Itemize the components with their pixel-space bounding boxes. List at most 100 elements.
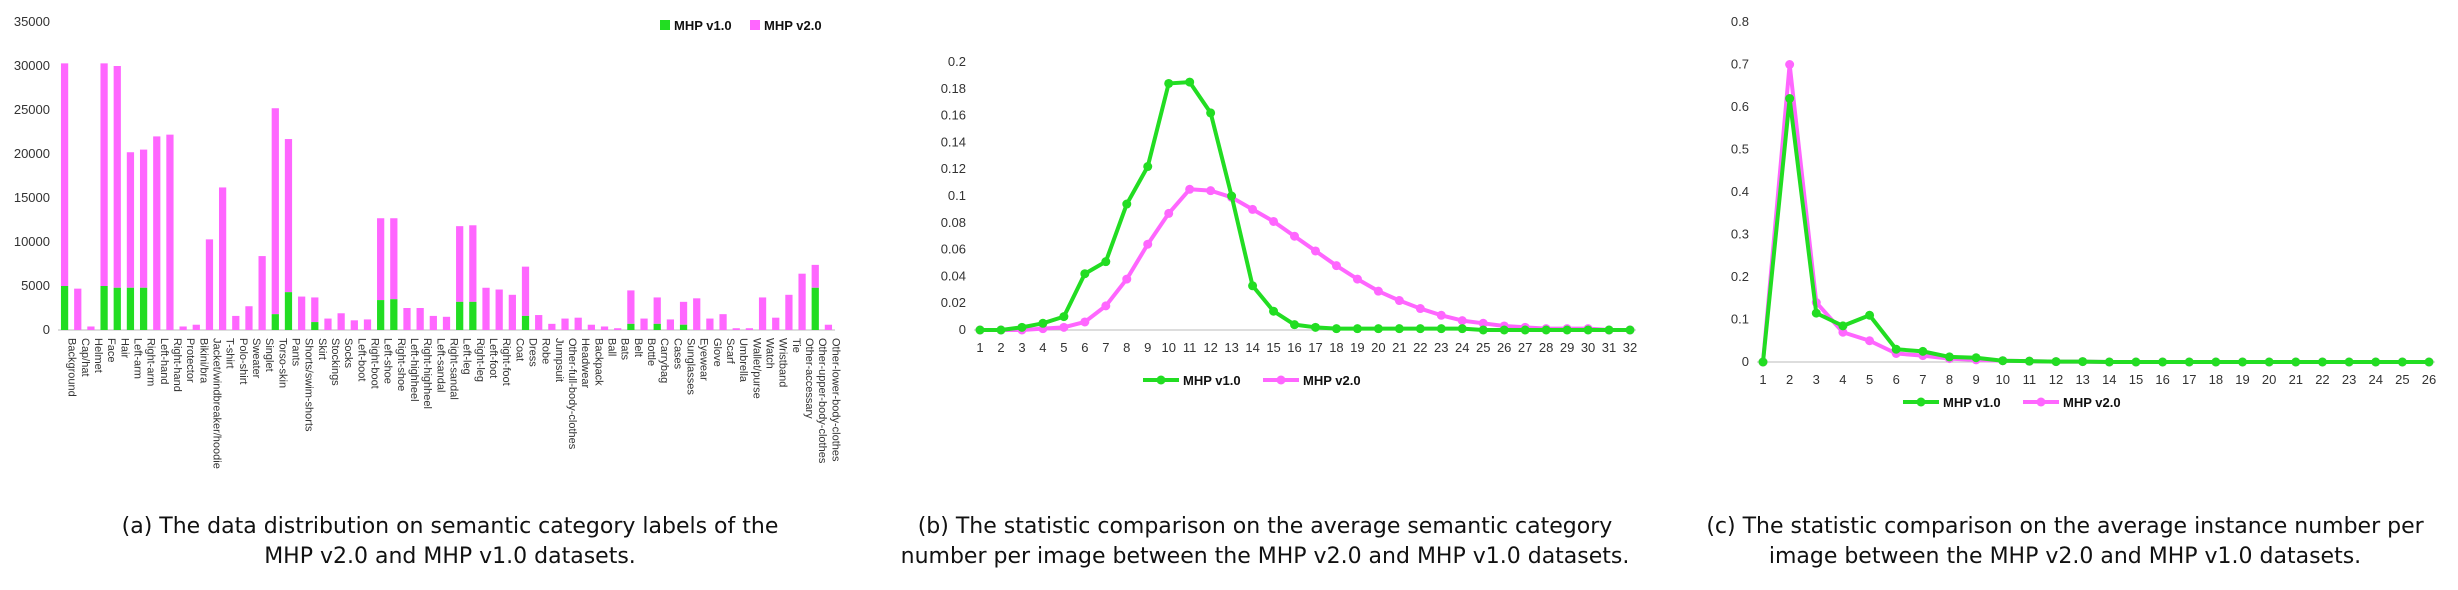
y-tick-label: 30000	[14, 58, 50, 73]
x-tick-label: Right-arm	[145, 338, 157, 386]
bar-mhp-v2	[640, 318, 648, 330]
bar-mhp-v2	[258, 256, 266, 330]
bar-mhp-v1	[521, 315, 530, 330]
data-point-mhp-v1	[2104, 357, 2114, 367]
bar-mhp-v2	[113, 66, 121, 288]
y-tick-label: 0.5	[1731, 142, 1749, 157]
bar-mhp-v2	[126, 152, 135, 288]
bar-mhp-v2	[548, 323, 556, 330]
x-tick-label: Bottle	[645, 338, 657, 366]
bar-mhp-v2	[719, 314, 727, 330]
x-tick-label: Other-full-body-clothes	[566, 338, 578, 450]
x-tick-label: 23	[2342, 372, 2356, 387]
x-tick-label: Singlet	[263, 338, 275, 372]
x-tick-label: 21	[1392, 340, 1406, 355]
data-point-mhp-v2	[1206, 186, 1216, 196]
y-tick-label: 0.4	[1731, 184, 1749, 199]
chart-panel-a: 0 5000 10000 15000 20000 25000 30000 35000 Backg…	[0, 0, 860, 590]
bar-mhp-v2	[271, 108, 279, 315]
x-tick-label: 17	[2182, 372, 2196, 387]
x-tick-label: 26	[2422, 372, 2436, 387]
x-tick-label: 26	[1497, 340, 1511, 355]
x-tick-label: Backpack	[592, 338, 604, 386]
bar-mhp-v2	[706, 318, 714, 330]
data-point-mhp-v1	[1394, 324, 1404, 334]
data-point-mhp-v1	[1290, 320, 1300, 330]
y-tick-label: 15000	[14, 190, 50, 205]
data-point-mhp-v1	[1122, 199, 1132, 209]
data-point-mhp-v1	[1310, 322, 1320, 332]
x-tick-label: 27	[1518, 340, 1532, 355]
x-tick-label: Right-foot	[500, 338, 512, 386]
data-point-mhp-v1	[2264, 357, 2274, 367]
chart-panel-b: 0 0.02 0.04 0.06 0.08 0.1 0.12 0.14 0.16 0.18 0.2 1…	[860, 0, 1660, 590]
y-tick-label: 0.6	[1731, 99, 1749, 114]
data-point-mhp-v1	[1785, 94, 1795, 103]
x-tick-label: 24	[1455, 340, 1469, 355]
data-point-mhp-v1	[1625, 325, 1635, 335]
y-tick-label: 0	[1742, 354, 1749, 369]
caption-c: (c) The statistic comparison on the aver…	[1706, 514, 2424, 569]
data-point-mhp-v1	[1017, 322, 1027, 332]
caption-a: (a) The data distribution on semantic ca…	[121, 514, 779, 569]
x-tick-label: 18	[2209, 372, 2223, 387]
x-tick-label: Dress	[527, 338, 539, 367]
data-point-mhp-v1	[975, 325, 985, 335]
x-tick-label: 10	[1161, 340, 1175, 355]
bar-mhp-v2	[324, 318, 332, 330]
bar-mhp-v2	[600, 326, 609, 330]
x-tick-label: Sunglasses	[685, 338, 697, 395]
bar-mhp-v2	[60, 63, 69, 286]
x-tick-label: 11	[1183, 340, 1197, 355]
data-point-mhp-v1	[1436, 324, 1446, 334]
data-point-mhp-v1	[1604, 325, 1614, 335]
x-tick-label: Jacket/windbreaker/hoodie	[210, 338, 222, 469]
x-tick-label: 20	[1371, 340, 1385, 355]
x-tick-label: Left-leg	[461, 338, 473, 375]
bar-mhp-v2	[337, 313, 345, 330]
bar-mhp-v2	[298, 296, 306, 330]
bar-mhp-v2	[166, 134, 174, 330]
x-tick-label: Left-sandal	[434, 338, 446, 392]
y-tick-label: 0.8	[1731, 14, 1749, 29]
bar-mhp-v1	[811, 287, 819, 330]
data-point-mhp-v2	[1352, 274, 1362, 284]
x-tick-label: Left-arm	[131, 338, 143, 379]
x-tick-label: Background	[66, 338, 78, 397]
data-point-mhp-v1	[1248, 281, 1258, 291]
data-point-mhp-v1	[1520, 325, 1530, 335]
x-tick-label: 28	[1539, 340, 1553, 355]
data-point-mhp-v1	[2158, 357, 2168, 367]
y-tick-label: 0.2	[948, 54, 966, 69]
data-point-mhp-v1	[2024, 356, 2034, 366]
bar-mhp-v2	[798, 273, 806, 330]
x-tick-label: 2	[1786, 372, 1793, 387]
data-point-mhp-v1	[1838, 321, 1848, 331]
bar-mhp-v2	[429, 315, 437, 330]
x-tick-label: Wallet/purse	[750, 338, 762, 399]
x-tick-label: Sweater	[250, 338, 262, 379]
bar-mhp-v2	[284, 139, 293, 293]
x-tick-label: 16	[1287, 340, 1301, 355]
x-tick-label: Bikini/bra	[197, 338, 209, 384]
data-point-mhp-v1	[1185, 77, 1195, 87]
y-tick-label: 0.12	[941, 161, 966, 176]
bar-chart-category-distribution: 0 5000 10000 15000 20000 25000 30000 35000 Backg…	[14, 14, 842, 469]
chart-panel-c: 0 0.1 0.2 0.3 0.4 0.5 0.6 0.7 0.8 1 2 3 4 5 6 7 8 9 10 11 12…	[1660, 0, 2458, 590]
x-tick-label: Right-sandal	[448, 338, 460, 400]
x-tick-label: Jumpsuit	[553, 338, 565, 382]
y-tick-label: 0	[959, 322, 966, 337]
data-point-mhp-v1	[2344, 357, 2354, 367]
legend-swatch	[660, 20, 670, 30]
x-tick-label: 8	[1946, 372, 1953, 387]
data-point-mhp-v1	[1080, 269, 1090, 279]
bar-mhp-v1	[469, 301, 477, 330]
bar-mhp-v2	[758, 297, 767, 330]
x-tick-label: Watch	[764, 338, 776, 369]
data-point-mhp-v1	[1944, 352, 1954, 362]
data-point-mhp-v1	[1758, 357, 1768, 367]
y-tick-label: 0.7	[1731, 57, 1749, 72]
x-tick-label: Left-hand	[158, 338, 170, 384]
x-tick-label: 22	[2315, 372, 2329, 387]
x-tick-label: Face	[105, 338, 117, 362]
